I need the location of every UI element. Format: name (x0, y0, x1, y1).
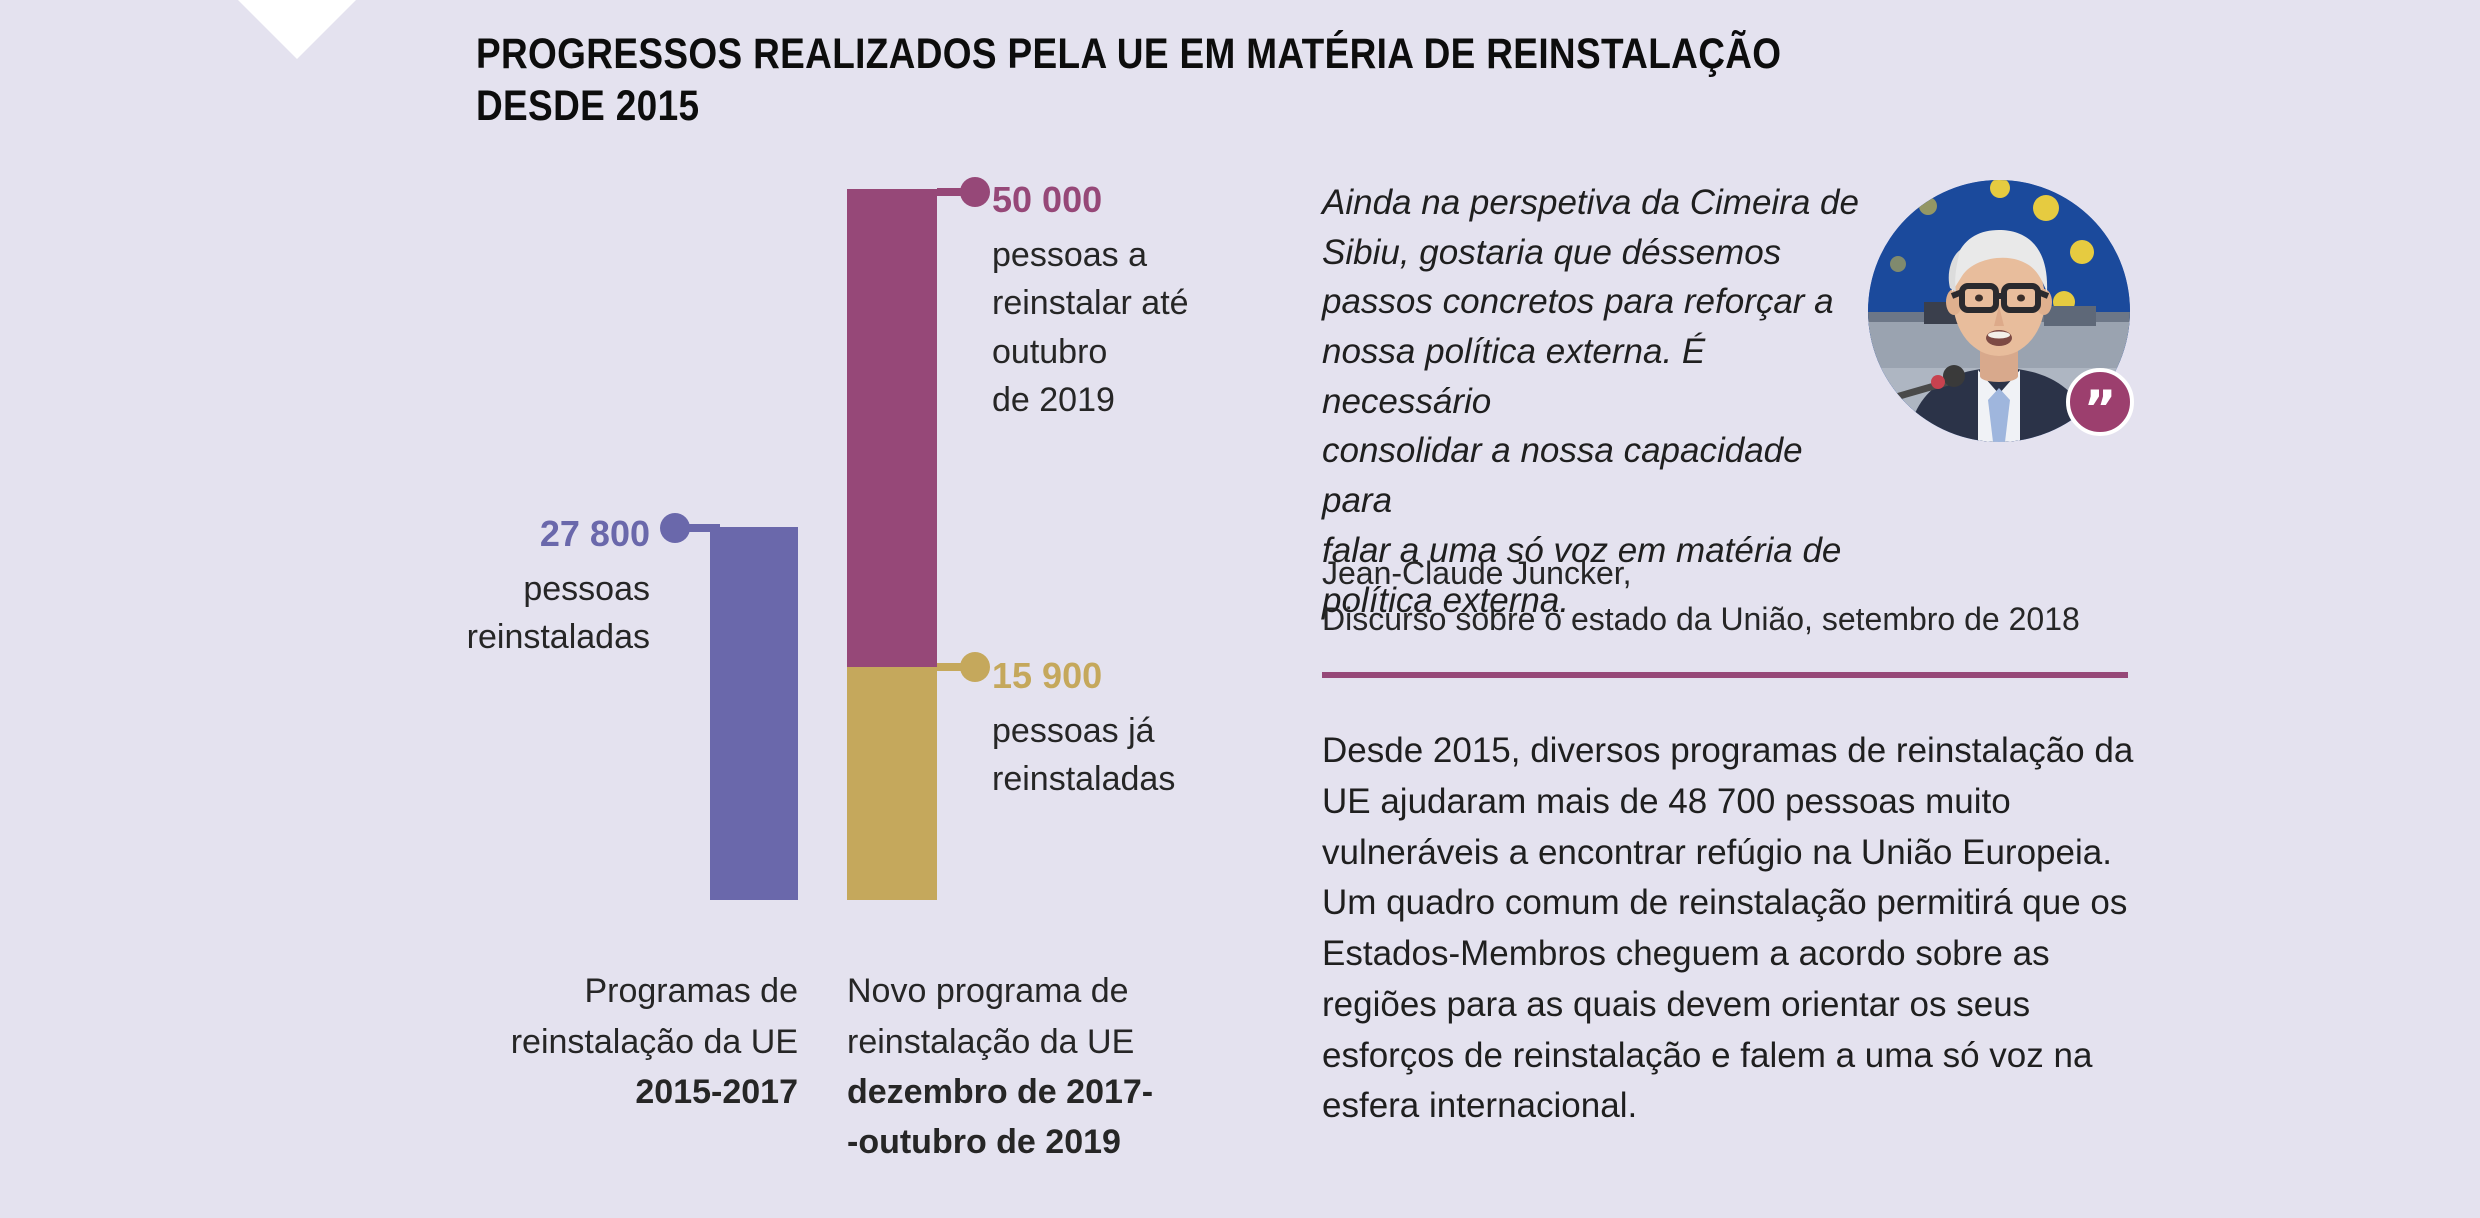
portrait-illustration (1868, 180, 2130, 442)
axis-label-left-line2: 2015-2017 (635, 1072, 798, 1111)
bar-pessoas-reinstaladas-2015-2017 (710, 527, 798, 900)
callout-50000: 50 000 pessoas a reinstalar até outubro … (992, 174, 1252, 424)
quote-badge: ” (2066, 368, 2134, 436)
quote-mark-icon: ” (2083, 380, 2117, 438)
bar-chart: 27 800 pessoas reinstaladas 50 000 pesso… (460, 174, 1252, 1168)
callout-value-27800: 27 800 (539, 513, 650, 554)
axis-label-right-line1: Novo programa de reinstalação da UE (847, 972, 1135, 1061)
quote-attribution: Jean-Claude Juncker, Discurso sobre o es… (1322, 555, 2080, 638)
callout-15900: 15 900 pessoas já reinstaladas (992, 650, 1252, 804)
callout-value-15900: 15 900 (992, 655, 1103, 696)
callout-dot-50000 (960, 177, 990, 207)
body-paragraph: Desde 2015, diversos programas de reinst… (1322, 731, 2134, 1126)
connector-line-50000 (937, 188, 979, 196)
callout-dot-27800 (660, 513, 690, 543)
axis-label-right-line2: dezembro de 2017- -outubro de 2019 (847, 1072, 1154, 1162)
connector-line-15900 (937, 663, 979, 671)
axis-label-left-line1: Programas de reinstalação da UE (510, 972, 798, 1061)
corner-notch-triangle (238, 0, 356, 59)
callout-dot-15900 (960, 652, 990, 682)
connector-line-27800 (675, 524, 720, 532)
axis-label-right: Novo programa de reinstalação da UE deze… (847, 916, 1177, 1218)
avatar (1868, 180, 2130, 442)
right-column: Ainda na perspetiva da Cimeira de Sibiu,… (1322, 0, 2382, 1200)
bar-pessoas-ja-reinstaladas-15900 (847, 667, 937, 900)
callout-desc-50000: pessoas a reinstalar até outubro de 2019 (992, 236, 1189, 419)
callout-value-50000: 50 000 (992, 179, 1103, 220)
quote-text: Ainda na perspetiva da Cimeira de Sibiu,… (1322, 183, 1859, 620)
callout-27800: 27 800 pessoas reinstaladas (460, 508, 650, 662)
bar-pessoas-a-reinstalar-50000 (847, 189, 937, 667)
callout-desc-15900: pessoas já reinstaladas (992, 712, 1176, 799)
axis-label-left: Programas de reinstalação da UE 2015-201… (490, 916, 798, 1168)
callout-desc-27800: pessoas reinstaladas (466, 570, 650, 657)
page-title: PROGRESSOS REALIZADOS PELA UE EM MATÉRIA… (476, 30, 1782, 131)
portrait-container: ” (1868, 180, 2134, 442)
section-divider (1322, 672, 2128, 678)
